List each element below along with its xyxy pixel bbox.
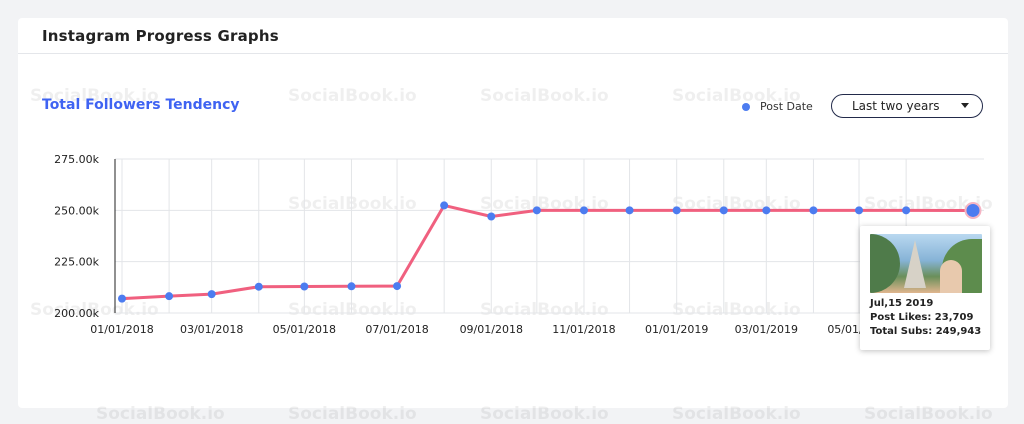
data-point (625, 206, 634, 215)
data-point (254, 282, 263, 291)
data-point (300, 282, 309, 291)
data-point (855, 206, 864, 215)
x-tick-label: 03/01/2019 (735, 323, 798, 336)
data-point (165, 292, 174, 301)
series-line (121, 203, 974, 301)
dropdown-value: Last two years (852, 99, 940, 113)
data-point (440, 201, 449, 210)
tooltip-likes: Post Likes: 23,709 (870, 312, 974, 323)
legend-dot (742, 102, 750, 111)
x-tick-label: 01/01/2019 (645, 323, 708, 336)
x-tick-label: 11/01/2018 (552, 323, 615, 336)
data-point (207, 290, 216, 299)
data-point (347, 282, 356, 291)
x-tick-label: 07/01/2018 (365, 323, 428, 336)
y-tick-label: 250.00k (54, 204, 99, 217)
data-point (809, 206, 818, 215)
tooltip-subs: Total Subs: 249,943 (870, 326, 982, 337)
y-tick-label: 200.00k (54, 307, 99, 320)
post-thumbnail (870, 234, 982, 293)
section-title: Total Followers Tendency (42, 97, 240, 113)
data-point (902, 206, 911, 215)
x-tick-label: 03/01/2018 (180, 323, 243, 336)
data-point-highlighted (964, 201, 982, 219)
data-point (672, 206, 681, 215)
legend-label: Post Date (760, 100, 813, 113)
chart-legend: Post Date (742, 100, 813, 113)
y-tick-label: 275.00k (54, 153, 99, 166)
tooltip-date: Jul,15 2019 (870, 298, 934, 309)
x-tick-label: 01/01/2018 (90, 323, 153, 336)
data-point (579, 206, 588, 215)
card-title: Instagram Progress Graphs (42, 26, 279, 45)
data-point (762, 206, 771, 215)
tooltip-text: Jul,15 2019 Post Likes: 23,709 Total Sub… (870, 297, 981, 339)
data-point (393, 282, 402, 291)
x-tick-label: 09/01/2018 (460, 323, 523, 336)
data-point (532, 206, 541, 215)
chevron-down-icon (961, 103, 969, 108)
data-point (487, 212, 496, 221)
point-tooltip: Jul,15 2019 Post Likes: 23,709 Total Sub… (860, 226, 990, 350)
data-point (719, 206, 728, 215)
x-tick-label: 05/01/2018 (273, 323, 336, 336)
y-tick-label: 225.00k (54, 256, 99, 269)
data-point (118, 294, 126, 303)
date-range-dropdown[interactable]: Last two years (831, 94, 983, 118)
card-header: Instagram Progress Graphs (18, 18, 1008, 54)
